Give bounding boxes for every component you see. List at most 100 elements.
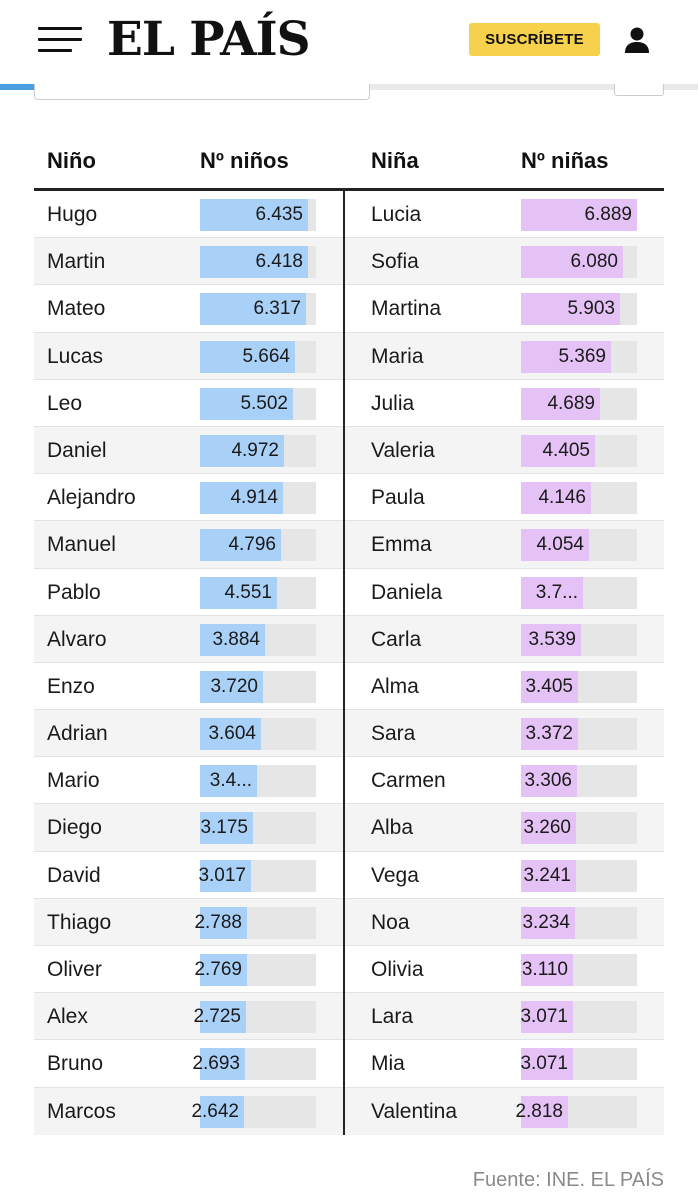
girl-count-value: 3.405 (525, 675, 573, 697)
girl-count-track: 3.241 (521, 859, 637, 892)
boy-name: Leo (47, 391, 83, 415)
girl-count-track: 4.054 (521, 529, 637, 562)
girl-name: Lara (371, 1005, 414, 1029)
girl-count-track: 3.071 (520, 1048, 637, 1081)
boy-count-value: 3.4... (209, 770, 252, 792)
girl-count-bar: 3.306 (521, 765, 577, 798)
hamburger-menu-icon[interactable] (38, 27, 82, 53)
boy-count-bar: 4.796 (200, 529, 281, 562)
header-girl-name: Niña (371, 148, 419, 173)
boy-count-bar: 4.972 (200, 434, 284, 467)
boy-name: Mateo (47, 297, 106, 321)
boy-count-track: 6.435 (200, 199, 316, 231)
girl-name: Mia (371, 1052, 405, 1076)
girl-count-value: 4.405 (542, 439, 590, 461)
table-row: Leo 5.502 Julia 4.689 (34, 380, 664, 428)
boy-count-value: 5.664 (242, 345, 290, 367)
boy-count-bar: 3.884 (200, 623, 265, 656)
boy-count-track: 3.884 (200, 623, 316, 656)
girl-name: Paula (371, 486, 425, 510)
boy-count-track: 2.788 (194, 906, 316, 939)
girl-count-track: 4.146 (521, 482, 637, 515)
search-field-partial[interactable] (34, 84, 370, 100)
boy-count-bar: 2.788 (194, 906, 247, 939)
girl-name: Alba (371, 816, 414, 840)
boy-count-track: 4.914 (200, 482, 316, 515)
girl-name: Noa (371, 910, 410, 934)
boy-count-track: 3.604 (200, 718, 316, 751)
girl-count-bar: 4.054 (521, 529, 589, 562)
girl-name: Carla (371, 627, 422, 651)
girl-count-track: 3.7... (521, 576, 637, 609)
girl-count-value: 6.080 (570, 251, 618, 273)
girl-name: Valentina (371, 1099, 458, 1123)
table-row: Mateo 6.317 Martina 5.903 (34, 285, 664, 333)
girl-name: Lucia (371, 203, 422, 226)
girl-count-bar: 4.689 (521, 387, 600, 420)
boy-name: Bruno (47, 1052, 104, 1076)
subscribe-button[interactable]: SUSCRÍBETE (469, 23, 600, 56)
user-icon[interactable] (622, 26, 652, 54)
table-row: Mario 3.4... Carmen 3.306 (34, 757, 664, 805)
table-row: Lucas 5.664 Maria 5.369 (34, 332, 664, 380)
girl-count-value: 3.7... (535, 581, 578, 603)
boy-count-track: 6.317 (200, 293, 316, 326)
girl-count-bar: 3.405 (521, 670, 578, 703)
boy-count-bar: 4.914 (200, 482, 283, 515)
girl-count-track: 5.903 (521, 293, 637, 326)
girl-count-bar: 3.260 (521, 812, 576, 845)
boy-count-value: 3.604 (208, 723, 256, 745)
girl-count-track: 3.372 (521, 718, 637, 751)
table-row: Marcos 2.642 Valentina 2.818 (34, 1087, 664, 1135)
boy-name: Mario (47, 769, 100, 793)
boy-count-track: 5.664 (200, 340, 316, 373)
girl-count-value: 4.146 (538, 487, 586, 509)
table-body: Hugo 6.435 Lucia 6.889 Martin 6.418 Sofia 6.080… (34, 191, 664, 1135)
girl-count-bar: 3.110 (521, 954, 573, 986)
boy-count-value: 2.642 (191, 1100, 239, 1122)
girl-count-value: 2.818 (515, 1100, 563, 1122)
boy-count-bar: 3.720 (200, 670, 263, 703)
girl-name: Valeria (371, 438, 435, 462)
site-logo[interactable]: EL PAÍS (107, 12, 311, 67)
control-button-partial[interactable] (614, 84, 664, 96)
table-row: David 3.017 Vega 3.241 (34, 852, 664, 900)
girl-count-bar: 3.539 (521, 623, 581, 656)
girl-count-track: 6.080 (521, 246, 637, 279)
girl-count-bar: 3.071 (520, 1001, 573, 1034)
table-row: Martin 6.418 Sofia 6.080 (34, 238, 664, 286)
table-row: Daniel 4.972 Valeria 4.405 (34, 426, 664, 475)
girl-count-value: 3.110 (521, 959, 568, 980)
boy-count-track: 5.502 (200, 387, 316, 420)
girl-count-bar: 4.146 (521, 482, 591, 515)
girl-count-track: 3.110 (521, 954, 637, 986)
boy-name: Alejandro (47, 486, 136, 510)
girl-count-track: 5.369 (521, 340, 637, 373)
girl-count-value: 3.071 (520, 1006, 568, 1028)
boy-name: David (47, 863, 101, 887)
girl-count-bar: 2.818 (515, 1095, 568, 1128)
boy-count-value: 5.502 (240, 392, 288, 414)
table-row: Enzo 3.720 Alma 3.405 (34, 663, 664, 711)
boy-name: Manuel (47, 533, 116, 557)
girl-count-track: 3.539 (521, 623, 637, 656)
boy-count-bar: 6.418 (200, 246, 308, 279)
boy-count-value: 6.435 (255, 204, 303, 225)
boy-count-track: 4.551 (200, 576, 316, 609)
boy-count-track: 2.693 (192, 1048, 316, 1081)
table-row: Hugo 6.435 Lucia 6.889 (34, 191, 664, 239)
boy-count-value: 6.317 (253, 298, 301, 320)
girl-count-bar: 3.071 (520, 1048, 573, 1081)
boy-count-bar: 3.017 (198, 859, 251, 892)
girl-count-value: 3.241 (523, 864, 571, 886)
girl-count-value: 3.306 (524, 770, 572, 792)
boy-name: Marcos (47, 1099, 116, 1123)
girl-count-bar: 3.372 (521, 718, 578, 751)
boy-count-bar: 5.664 (200, 340, 295, 373)
boy-name: Diego (47, 816, 102, 840)
boy-name: Alex (47, 1005, 88, 1029)
boy-count-track: 3.4... (200, 765, 316, 798)
girl-count-bar: 5.903 (521, 293, 620, 326)
boy-count-value: 2.693 (192, 1053, 240, 1075)
girl-count-bar: 5.369 (521, 340, 611, 373)
